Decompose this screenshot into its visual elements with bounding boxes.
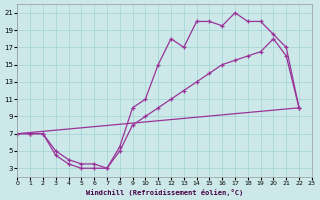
X-axis label: Windchill (Refroidissement éolien,°C): Windchill (Refroidissement éolien,°C) bbox=[86, 189, 243, 196]
